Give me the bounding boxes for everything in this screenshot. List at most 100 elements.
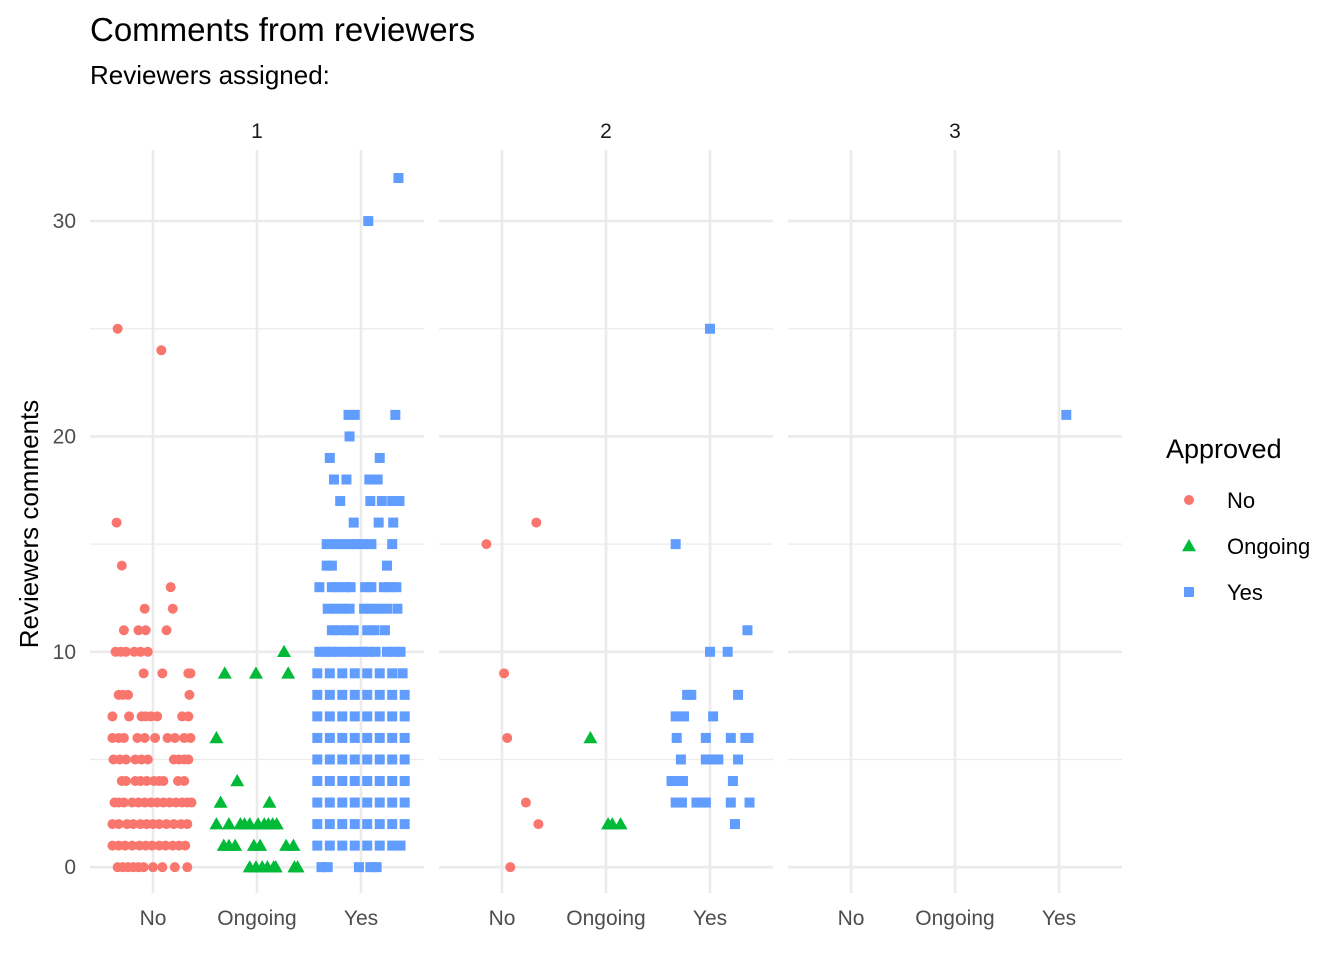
- point-no: [185, 732, 196, 743]
- point-yes: [337, 689, 348, 700]
- point-yes: [324, 668, 335, 679]
- point-yes: [330, 603, 340, 614]
- point-no: [162, 732, 173, 743]
- point-yes: [733, 754, 744, 765]
- legend: Approved No Ongoing Yes: [1166, 434, 1310, 605]
- point-yes: [374, 711, 385, 722]
- point-yes: [387, 689, 398, 700]
- point-no: [138, 862, 149, 873]
- point-yes: [312, 732, 323, 743]
- point-yes: [350, 539, 361, 550]
- point-no: [180, 840, 191, 851]
- point-no: [119, 840, 130, 851]
- point-ongoing: [221, 817, 236, 830]
- point-yes: [358, 646, 369, 657]
- point-yes: [321, 560, 332, 571]
- point-yes: [342, 646, 353, 657]
- point-ongoing: [217, 666, 232, 679]
- point-ongoing: [277, 644, 292, 658]
- point-yes: [362, 754, 373, 765]
- point-yes: [705, 646, 715, 657]
- point-yes: [337, 819, 348, 830]
- point-yes: [312, 776, 323, 787]
- point-yes: [324, 797, 335, 808]
- point-yes: [324, 819, 335, 830]
- point-yes: [708, 711, 719, 722]
- point-yes: [364, 474, 375, 485]
- legend-key-ongoing: [1182, 539, 1196, 552]
- point-yes: [374, 776, 385, 787]
- point-no: [520, 797, 531, 808]
- point-yes: [374, 819, 385, 830]
- point-ongoing: [613, 817, 628, 830]
- point-yes: [387, 776, 398, 787]
- point-yes: [369, 625, 380, 636]
- point-yes: [334, 625, 345, 636]
- point-yes: [399, 754, 410, 765]
- point-yes: [337, 797, 348, 808]
- point-yes: [337, 711, 348, 722]
- point-no: [107, 711, 118, 722]
- point-yes: [389, 646, 400, 657]
- point-ongoing: [269, 817, 284, 830]
- point-no: [161, 625, 172, 636]
- point-yes: [349, 840, 360, 851]
- point-yes: [686, 689, 697, 700]
- point-yes: [337, 732, 348, 743]
- x-tick-label: Yes: [693, 907, 727, 930]
- point-yes: [374, 732, 385, 743]
- point-yes: [362, 732, 373, 743]
- point-yes: [371, 862, 382, 873]
- point-no: [169, 732, 180, 743]
- point-no: [135, 646, 146, 657]
- point-ongoing: [230, 774, 245, 787]
- point-no: [167, 603, 178, 614]
- point-yes: [349, 732, 360, 743]
- point-yes: [395, 840, 406, 851]
- y-axis-title: Reviewers comments: [14, 400, 44, 649]
- point-yes: [743, 732, 754, 743]
- point-yes: [344, 603, 355, 614]
- point-yes: [393, 172, 404, 183]
- point-yes: [399, 711, 410, 722]
- point-yes: [312, 668, 323, 679]
- point-no: [156, 345, 167, 356]
- point-yes: [670, 776, 681, 787]
- facet-strip-label: 3: [949, 120, 961, 143]
- point-no: [152, 711, 163, 722]
- point-no: [146, 840, 157, 851]
- point-yes: [700, 732, 711, 743]
- facet-strip-label: 1: [251, 120, 263, 143]
- point-yes: [349, 668, 360, 679]
- facet-panel-3: No Ongoing Yes 3: [788, 120, 1122, 930]
- point-yes: [312, 689, 323, 700]
- point-yes: [387, 732, 398, 743]
- point-yes: [343, 409, 354, 420]
- point-no: [123, 689, 134, 700]
- point-yes: [316, 862, 327, 873]
- point-yes: [671, 732, 682, 743]
- point-yes: [324, 754, 335, 765]
- point-no: [140, 625, 151, 636]
- point-no: [186, 797, 197, 808]
- point-yes: [324, 732, 335, 743]
- point-ongoing: [209, 730, 224, 744]
- point-no: [185, 668, 196, 679]
- point-no: [120, 646, 131, 657]
- point-yes: [399, 797, 410, 808]
- legend-label: Ongoing: [1227, 534, 1310, 559]
- point-no: [158, 776, 169, 787]
- point-no: [127, 840, 138, 851]
- point-yes: [374, 754, 385, 765]
- point-no: [161, 819, 172, 830]
- point-yes: [337, 668, 348, 679]
- point-yes: [324, 689, 335, 700]
- point-yes: [349, 776, 360, 787]
- point-yes: [337, 603, 348, 614]
- point-yes: [374, 840, 385, 851]
- point-no: [142, 646, 153, 657]
- point-yes: [670, 797, 681, 808]
- point-no: [148, 862, 158, 873]
- facet-panel-2: No Ongoing Yes 2: [439, 120, 773, 930]
- point-yes: [333, 582, 344, 593]
